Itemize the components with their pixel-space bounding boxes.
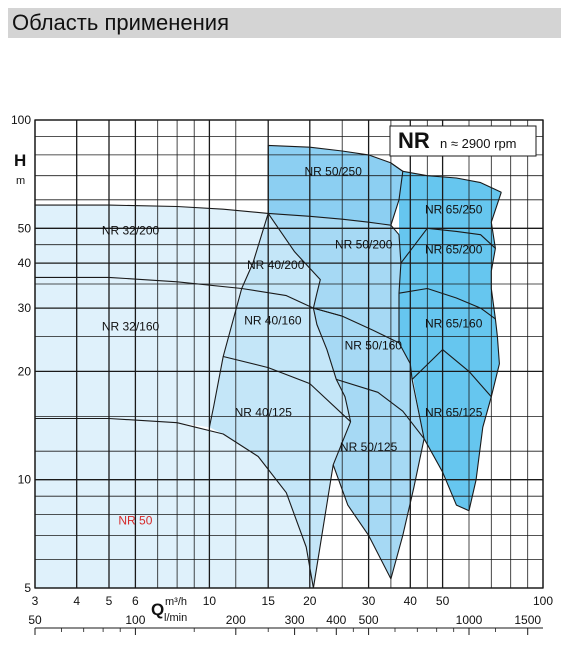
x-secondary-tick-label: 500: [359, 613, 379, 627]
region-label: NR 65/160: [425, 317, 483, 331]
x-tick-label: 20: [303, 594, 317, 608]
region-label: NR 50/250: [305, 165, 363, 179]
pump-curve: [267, 213, 352, 589]
y-tick-label: 10: [18, 473, 32, 487]
title-bar: Область применения: [8, 8, 561, 38]
x-tick-label: 5: [106, 594, 113, 608]
region-nr-65-160: [399, 288, 500, 397]
y-tick-label: 20: [18, 364, 32, 378]
x-tick-label: 30: [362, 594, 376, 608]
x-tick-label: 4: [73, 594, 80, 608]
pump-curve: [398, 287, 496, 320]
pump-curve: [400, 227, 496, 264]
region-nr-32-200: [35, 205, 269, 289]
region-nr-65-200: [399, 228, 496, 319]
pump-curve: [35, 204, 269, 214]
y-tick-label: 30: [18, 301, 32, 315]
region-nr-50: [35, 418, 314, 588]
plot-frame: [34, 119, 544, 589]
pump-curve: [332, 438, 425, 580]
region-label: NR 50/160: [345, 339, 403, 353]
pump-curve: [267, 144, 404, 214]
pump-curve: [268, 212, 391, 226]
pump-curve: [35, 417, 314, 589]
x-secondary-tick-label: 100: [125, 613, 145, 627]
x-secondary-tick-label: 1000: [456, 613, 483, 627]
region-nr-40-160: [223, 288, 351, 422]
pump-curve: [390, 162, 404, 343]
region-labels-layer: NR 50 NR 32/160 NR 32/200 NR 40/125 NR 40/16…: [102, 165, 483, 528]
pump-curve: [208, 213, 269, 428]
x-tick-label: 100: [533, 594, 553, 608]
region-nr-50-200: [268, 213, 401, 343]
x-tick-label: 3: [32, 594, 39, 608]
region-label: NR 50/125: [340, 440, 398, 454]
pump-curve: [402, 170, 502, 193]
y-tick-label: 40: [18, 256, 32, 270]
y-tick-label: 100: [11, 113, 31, 127]
x-secondary-tick-label: 200: [226, 613, 246, 627]
x-axis-label: Q: [151, 600, 164, 619]
region-nr-40-125: [209, 356, 351, 588]
x-axis-unit-primary: m³/h: [165, 596, 187, 608]
y-tick-label: 5: [24, 581, 31, 595]
region-label: NR 50/200: [335, 237, 393, 251]
x-tick-label: 50: [436, 594, 450, 608]
region-nr-50-250: [268, 145, 403, 226]
pump-curve: [313, 307, 343, 317]
region-label: NR 65/250: [425, 202, 483, 216]
pump-curve: [336, 378, 425, 440]
y-axis-unit: m: [16, 175, 25, 187]
region-nr-32-160: [35, 277, 242, 428]
x-secondary-tick-label: 1500: [514, 613, 541, 627]
pump-curve: [398, 342, 492, 512]
axes-layer: 5 10 20 30 40 50 100 3 4 5 6 10 15 20 30 40 50 100 50 100 20…: [11, 113, 553, 635]
region-label: NR 65/200: [425, 243, 483, 257]
y-tick-label: 50: [18, 221, 32, 235]
x-secondary-tick-label: 400: [326, 613, 346, 627]
x-secondary-tick-label: 300: [285, 613, 305, 627]
region-nr-65-250: [399, 171, 502, 264]
region-label: NR 40/200: [247, 258, 305, 272]
y-axis-label: H: [14, 151, 26, 170]
curves-layer: [35, 144, 502, 589]
x-tick-label: 10: [203, 594, 217, 608]
brand-box: [389, 125, 537, 157]
pump-curve: [35, 276, 242, 290]
x-secondary-tick-label: 50: [28, 613, 42, 627]
x-tick-label: 6: [132, 594, 139, 608]
x-tick-label: 15: [262, 594, 276, 608]
grid-layer: [34, 119, 544, 589]
region-label: NR 40/125: [235, 405, 293, 419]
speed-label: n ≈ 2900 rpm: [440, 136, 517, 151]
pump-curve: [411, 192, 502, 398]
region-label: NR 65/125: [425, 405, 483, 419]
region-label: NR 32/200: [102, 224, 160, 238]
page-title: Область применения: [12, 10, 229, 35]
region-label: NR 32/160: [102, 319, 160, 333]
pump-curve: [223, 355, 351, 423]
brand-label: NR: [398, 128, 430, 153]
region-nr-65-125: [410, 349, 492, 511]
x-tick-label: 40: [404, 594, 418, 608]
x-axis-unit-secondary: l/min: [164, 612, 187, 624]
region-label: NR 40/160: [244, 314, 302, 328]
region-label: NR 50: [118, 514, 152, 528]
